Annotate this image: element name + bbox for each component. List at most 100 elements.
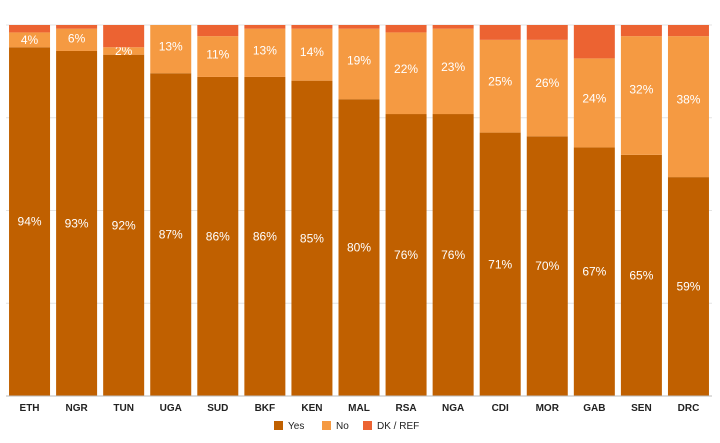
data-label-nga-yes: 76% bbox=[441, 248, 465, 262]
bars: 94%4%93%6%92%2%87%13%86%11%86%13%85%14%8… bbox=[9, 25, 709, 397]
bar-group-gab: 67% 24% bbox=[573, 25, 615, 396]
bar-eth-yes bbox=[9, 47, 51, 396]
x-tick-mor: MOR bbox=[536, 403, 560, 414]
x-tick-mal: MAL bbox=[348, 403, 370, 414]
bar-sud-yes bbox=[197, 76, 239, 396]
legend-label: Yes bbox=[288, 421, 304, 432]
bar-rsa-dk-ref bbox=[385, 25, 427, 33]
bar-sen-no bbox=[620, 36, 662, 155]
x-tick-eth: ETH bbox=[20, 403, 40, 414]
x-tick-uga: UGA bbox=[160, 403, 182, 414]
bar-mor-dk-ref bbox=[526, 25, 568, 40]
legend: Yes No DK / REF bbox=[274, 421, 419, 432]
bar-sen-dk-ref bbox=[620, 25, 662, 37]
x-tick-tun: TUN bbox=[113, 403, 134, 414]
data-label-eth-no: 4% bbox=[21, 33, 39, 47]
data-label-ken-yes: 85% bbox=[300, 231, 324, 245]
x-tick-sen: SEN bbox=[631, 403, 652, 414]
data-label-drc-yes: 59% bbox=[676, 280, 700, 294]
bar-nga-dk-ref bbox=[432, 25, 474, 29]
bar-nga-no bbox=[432, 28, 474, 115]
legend-swatch bbox=[322, 421, 331, 430]
bar-group-uga: 87% 13% bbox=[150, 25, 192, 396]
data-label-rsa-no: 22% bbox=[394, 62, 418, 76]
bar-group-eth: 94% 4% bbox=[9, 25, 51, 396]
bar-eth-no bbox=[9, 32, 51, 48]
data-label-uga-no: 13% bbox=[159, 40, 183, 54]
data-label-mal-no: 19% bbox=[347, 53, 371, 67]
x-tick-cdi: CDI bbox=[492, 403, 509, 414]
bar-sud-dk-ref bbox=[197, 25, 239, 37]
x-tick-bkf: BKF bbox=[255, 403, 276, 414]
x-tick-labels: ETH NGR TUN UGA SUD BKF KEN MAL RSA NGA CDI MOR GAB S… bbox=[20, 403, 700, 414]
data-label-bkf-no: 13% bbox=[253, 43, 277, 57]
bar-bkf-no bbox=[244, 28, 286, 77]
bar-ken-no bbox=[291, 28, 333, 81]
bar-group-nga: 76% 23% bbox=[432, 25, 474, 396]
bar-mor-yes bbox=[526, 136, 568, 397]
bar-gab-no bbox=[573, 58, 615, 148]
x-tick-sud: SUD bbox=[207, 403, 228, 414]
bar-drc-no bbox=[667, 36, 709, 178]
legend-item-dk-ref: DK / REF bbox=[363, 421, 419, 432]
legend-label: DK / REF bbox=[377, 421, 419, 432]
bar-tun-yes bbox=[103, 54, 145, 397]
data-label-tun-yes: 92% bbox=[112, 218, 136, 232]
bar-bkf-yes bbox=[244, 76, 286, 396]
bar-group-sen: 65% 32% bbox=[620, 25, 662, 396]
data-label-mal-yes: 80% bbox=[347, 241, 371, 255]
bar-group-ngr: 93% 6% bbox=[56, 25, 98, 396]
data-label-cdi-yes: 71% bbox=[488, 257, 512, 271]
data-label-mor-yes: 70% bbox=[535, 259, 559, 273]
bar-group-sud: 86% 11% bbox=[197, 25, 239, 396]
bar-ken-yes bbox=[291, 80, 333, 397]
bar-gab-dk-ref bbox=[573, 25, 615, 59]
bar-ngr-no bbox=[56, 28, 98, 51]
data-label-ngr-yes: 93% bbox=[65, 216, 89, 230]
x-tick-gab: GAB bbox=[583, 403, 605, 414]
bar-ngr-dk-ref bbox=[56, 25, 98, 29]
bar-drc-dk-ref bbox=[667, 25, 709, 37]
bar-sud-no bbox=[197, 36, 239, 77]
x-tick-ngr: NGR bbox=[65, 403, 88, 414]
data-label-ngr-no: 6% bbox=[68, 32, 86, 46]
data-label-uga-yes: 87% bbox=[159, 228, 183, 242]
data-label-sud-yes: 86% bbox=[206, 229, 230, 243]
data-label-sud-no: 11% bbox=[206, 47, 229, 61]
x-tick-ken: KEN bbox=[301, 403, 322, 414]
data-label-nga-no: 23% bbox=[441, 60, 465, 74]
bar-group-cdi: 71% 25% bbox=[479, 25, 521, 396]
bar-group-drc: 59% 38% bbox=[667, 25, 709, 396]
legend-item-no: No bbox=[322, 421, 349, 432]
data-label-sen-no: 32% bbox=[629, 83, 653, 97]
bar-uga-no bbox=[150, 25, 192, 74]
legend-item-yes: Yes bbox=[274, 421, 304, 432]
x-tick-rsa: RSA bbox=[396, 403, 417, 414]
bar-ken-dk-ref bbox=[291, 25, 333, 29]
bar-rsa-no bbox=[385, 32, 427, 115]
bar-sen-yes bbox=[620, 154, 662, 396]
bar-cdi-no bbox=[479, 39, 521, 133]
bar-nga-yes bbox=[432, 114, 474, 396]
x-tick-drc: DRC bbox=[678, 403, 700, 414]
legend-swatch bbox=[363, 421, 372, 430]
data-label-rsa-yes: 76% bbox=[394, 248, 418, 262]
bar-tun-no bbox=[103, 47, 145, 55]
bar-rsa-yes bbox=[385, 114, 427, 396]
bar-group-rsa: 76% 22% bbox=[385, 25, 427, 396]
bar-mal-no bbox=[338, 28, 380, 100]
bar-ngr-yes bbox=[56, 50, 98, 396]
bar-mal-yes bbox=[338, 99, 380, 396]
data-label-cdi-no: 25% bbox=[488, 75, 512, 89]
legend-label: No bbox=[336, 421, 349, 432]
bar-bkf-dk-ref bbox=[244, 25, 286, 29]
data-label-sen-yes: 65% bbox=[629, 268, 653, 282]
bar-uga-yes bbox=[150, 73, 192, 396]
data-label-eth-yes: 94% bbox=[18, 215, 42, 229]
bar-group-ken: 85% 14% bbox=[291, 25, 333, 397]
bar-gab-yes bbox=[573, 147, 615, 396]
bar-eth-dk-ref bbox=[9, 25, 51, 33]
bar-group-mal: 80% 19% bbox=[338, 25, 380, 396]
legend-swatch bbox=[274, 421, 283, 430]
